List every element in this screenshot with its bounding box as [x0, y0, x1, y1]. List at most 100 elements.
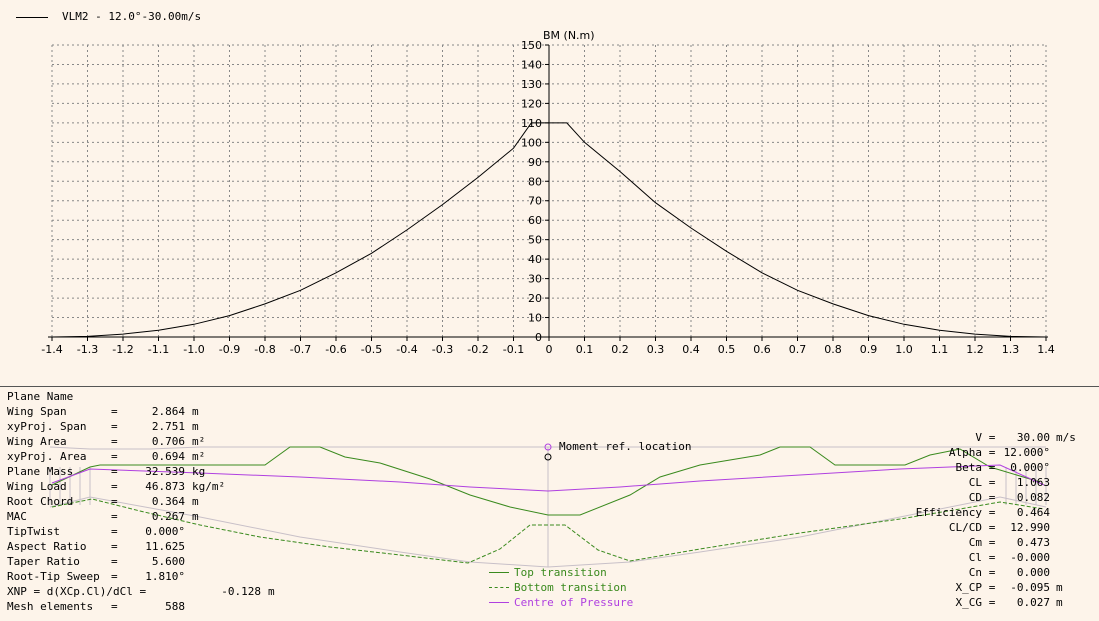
- result-unit: m: [1056, 596, 1063, 609]
- result-label: Cm: [968, 536, 982, 549]
- wing-view-legend: Top transition Bottom transition Centre of…: [489, 565, 633, 610]
- x-tick-label: -0.3: [432, 343, 453, 356]
- param-value: 32.539: [145, 465, 185, 478]
- param-row: Root-Tip Sweep = 1.810°: [7, 569, 275, 584]
- param-row: XNP = d(XCp.Cl)/dCl = -0.128 m: [7, 584, 275, 599]
- result-row: Efficiency = 0.464: [916, 505, 1089, 520]
- legend-line-swatch: [16, 16, 48, 18]
- param-value: -0.128: [221, 585, 261, 598]
- param-row: xyProj. Area = 0.694 m²: [7, 449, 275, 464]
- plane-parameters-panel: Plane Name Wing Span = 2.864 m xyProj. Span = 2…: [7, 389, 275, 614]
- x-tick-label: 0.3: [647, 343, 665, 356]
- result-row: CL = 1.063: [916, 475, 1089, 490]
- param-unit: kg/m²: [192, 480, 226, 493]
- param-label: MAC: [7, 510, 27, 523]
- legend-label: Top transition: [514, 566, 607, 579]
- result-unit: [1050, 475, 1089, 490]
- param-unit: m: [192, 420, 199, 433]
- x-tick-label: 1.4: [1037, 343, 1055, 356]
- x-tick-label: 0.7: [789, 343, 807, 356]
- param-label: Wing Load: [7, 480, 67, 493]
- result-row: X_CG = 0.027 m: [916, 595, 1089, 610]
- x-tick-label: 0.8: [824, 343, 842, 356]
- result-label: V: [975, 431, 982, 444]
- equals-sign: =: [988, 476, 996, 489]
- result-label: CD: [968, 491, 982, 504]
- y-tick-label: 150: [521, 39, 542, 52]
- param-value: 2.751: [151, 420, 185, 433]
- param-value: 1.810°: [145, 570, 185, 583]
- param-unit: m: [192, 405, 199, 418]
- equals-sign: =: [988, 551, 996, 564]
- param-eq: =: [111, 480, 118, 493]
- result-unit: [1050, 550, 1089, 565]
- x-tick-label: 1.3: [1002, 343, 1020, 356]
- x-tick-label: 0.9: [860, 343, 878, 356]
- param-eq: =: [111, 525, 118, 538]
- equals-sign: =: [988, 506, 996, 519]
- panel-divider: [0, 386, 1099, 387]
- result-value: -0.095: [1010, 581, 1050, 594]
- result-label: X_CG: [955, 596, 983, 609]
- equals-sign: =: [988, 521, 996, 534]
- bending-moment-chart: -1.4 -1.3 -1.2 -1.1 -1.0 -0.9 -0.8 -0.7 -0.6 -0.5…: [41, 29, 1055, 356]
- param-row: Plane Name: [7, 389, 275, 404]
- x-tick-label: 0.4: [682, 343, 700, 356]
- x-tick-label: 1.1: [931, 343, 949, 356]
- result-value: 0.464: [1016, 506, 1050, 519]
- equals-sign: =: [988, 536, 996, 549]
- equals-sign: =: [988, 491, 996, 504]
- param-value: 0.364: [151, 495, 185, 508]
- param-label: Plane Mass: [7, 465, 74, 478]
- top-transition-line: [51, 446, 1041, 516]
- param-row: Wing Span = 2.864 m: [7, 404, 275, 419]
- param-row: Wing Area = 0.706 m²: [7, 434, 275, 449]
- param-label: Mesh elements: [7, 600, 94, 613]
- result-value: 30.00: [1016, 431, 1050, 444]
- centre-of-pressure-line: [51, 464, 1045, 492]
- result-value: 0.473: [1016, 536, 1050, 549]
- x-tick-label: -0.5: [361, 343, 382, 356]
- result-value: 0.027: [1016, 596, 1050, 609]
- y-tick-label: 10: [528, 312, 542, 325]
- result-label: Alpha: [948, 446, 982, 459]
- param-eq: =: [111, 510, 118, 523]
- param-value: 2.864: [151, 405, 185, 418]
- y-tick-label: 130: [521, 78, 542, 91]
- param-value: 46.873: [145, 480, 185, 493]
- cg-marker: [544, 453, 552, 461]
- result-value: 0.000: [1016, 566, 1050, 579]
- equals-sign: =: [988, 581, 996, 594]
- x-tick-label: -1.3: [77, 343, 98, 356]
- x-tick-label: -0.1: [503, 343, 524, 356]
- x-tick-label: -1.0: [183, 343, 204, 356]
- result-label: CL: [968, 476, 982, 489]
- result-row: Beta = 0.000°: [916, 460, 1089, 475]
- result-label: Cl: [968, 551, 982, 564]
- x-tick-label: -1.1: [148, 343, 169, 356]
- y-tick-label: 100: [521, 136, 542, 149]
- equals-sign: =: [988, 446, 996, 459]
- x-tick-label: 0.1: [576, 343, 594, 356]
- param-eq: =: [111, 600, 118, 613]
- param-row: Mesh elements = 588: [7, 599, 275, 614]
- param-unit: m²: [192, 450, 206, 463]
- param-label: Root Chord: [7, 495, 74, 508]
- wing-legend-item: Centre of Pressure: [489, 595, 633, 610]
- param-row: Wing Load = 46.873 kg/m²: [7, 479, 275, 494]
- param-eq: =: [111, 570, 118, 583]
- moment-ref-label: Moment ref. location: [559, 440, 692, 453]
- x-tick-label: 0.5: [718, 343, 736, 356]
- x-tick-label: 1.0: [895, 343, 913, 356]
- y-tick-label: 40: [528, 253, 542, 266]
- param-row: Plane Mass = 32.539 kg: [7, 464, 275, 479]
- param-value: 5.600: [151, 555, 185, 568]
- param-eq: =: [111, 435, 118, 448]
- param-eq: [73, 389, 95, 404]
- result-row: CD = 0.082: [916, 490, 1089, 505]
- wing-legend-item: Bottom transition: [489, 580, 633, 595]
- y-tick-label: 140: [521, 58, 542, 71]
- result-label: Efficiency: [915, 506, 982, 519]
- param-value: 588: [165, 600, 185, 613]
- legend-label: Centre of Pressure: [514, 596, 634, 609]
